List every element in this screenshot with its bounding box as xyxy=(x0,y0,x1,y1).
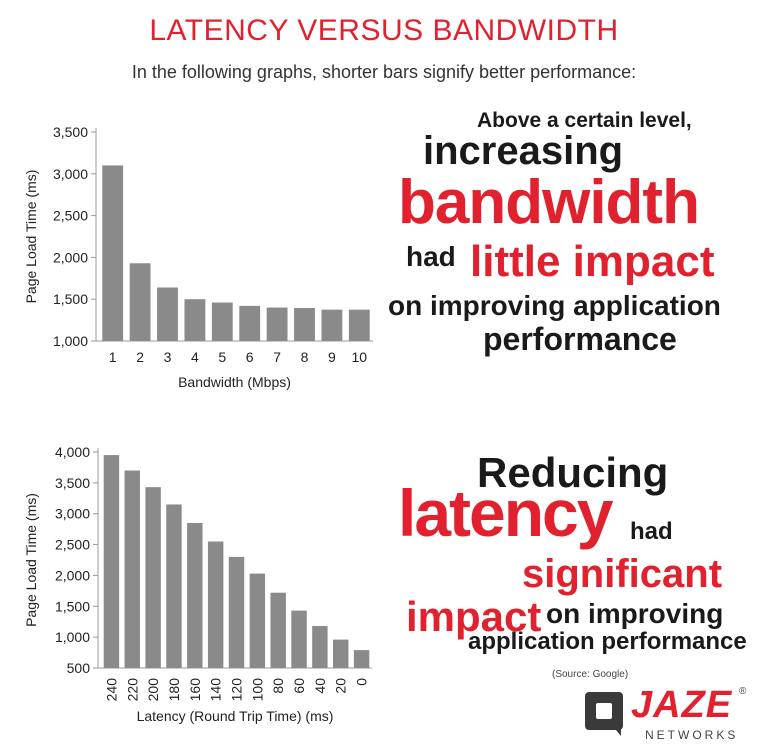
y-tick-label: 2,000 xyxy=(55,567,90,583)
x-tick-label: 1 xyxy=(109,349,117,365)
bar xyxy=(187,522,203,668)
x-tick-label: 6 xyxy=(246,349,254,365)
x-tick-label: 3 xyxy=(164,349,172,365)
y-tick-label: 1,500 xyxy=(55,598,90,614)
callout-bandwidth-line4a: had xyxy=(406,241,456,272)
x-tick-label: 40 xyxy=(312,678,328,694)
x-tick-label: 9 xyxy=(328,349,336,365)
callout-latency-line4b: on improving xyxy=(546,598,724,629)
y-tick-label: 500 xyxy=(67,660,91,676)
y-tick-label: 2,500 xyxy=(53,208,88,224)
x-tick-label: 180 xyxy=(166,678,182,702)
x-tick-label: 200 xyxy=(145,678,161,702)
logo-tail-icon xyxy=(611,724,621,736)
x-tick-label: 0 xyxy=(354,678,370,686)
y-tick-label: 3,500 xyxy=(55,475,90,491)
y-tick-label: 4,000 xyxy=(55,444,90,460)
callout-latency-line1: Reducing xyxy=(477,449,669,496)
callout-latency-line4a: impact xyxy=(406,593,542,640)
y-tick-label: 3,000 xyxy=(55,506,90,522)
logo-mark-icon xyxy=(585,692,623,730)
callout-bandwidth-line1: Above a certain level, xyxy=(477,109,692,132)
callout-bandwidth-line4b: little impact xyxy=(470,237,715,286)
y-tick-label: 3,000 xyxy=(53,166,88,182)
x-tick-label: 7 xyxy=(273,349,281,365)
x-axis-label: Bandwidth (Mbps) xyxy=(178,374,291,390)
x-tick-label: 8 xyxy=(301,349,309,365)
bar xyxy=(157,287,178,341)
x-axis-label: Latency (Round Trip Time) (ms) xyxy=(137,708,334,724)
bar xyxy=(353,650,370,668)
bar xyxy=(228,556,245,668)
bar xyxy=(266,307,288,341)
bar xyxy=(129,263,151,341)
bar xyxy=(348,309,370,341)
x-tick-label: 80 xyxy=(270,678,286,694)
x-tick-label: 4 xyxy=(191,349,199,365)
page-title: LATENCY VERSUS BANDWIDTH xyxy=(149,14,619,47)
callout-bandwidth-line5: on improving application xyxy=(388,290,721,321)
y-axis-label: Page Load Time (ms) xyxy=(23,493,39,627)
logo-registered-mark: ® xyxy=(739,686,747,697)
bar xyxy=(184,299,206,341)
y-tick-label: 1,000 xyxy=(55,629,90,645)
x-tick-label: 20 xyxy=(333,678,349,694)
x-tick-label: 160 xyxy=(187,678,203,702)
callout-bandwidth-line3: bandwidth xyxy=(398,168,700,237)
callout-latency-line5: application performance xyxy=(468,628,747,655)
y-axis-label: Page Load Time (ms) xyxy=(23,170,39,304)
y-tick-label: 2,500 xyxy=(55,537,90,553)
bar xyxy=(124,470,140,668)
jaze-logo: JAZE NETWORKS ® xyxy=(585,686,755,744)
x-tick-label: 120 xyxy=(229,678,245,702)
bar xyxy=(103,455,120,668)
x-tick-label: 60 xyxy=(291,678,307,694)
page-subtitle: In the following graphs, shorter bars si… xyxy=(131,62,637,82)
y-tick-label: 1,500 xyxy=(53,291,88,307)
x-tick-label: 2 xyxy=(136,349,144,365)
bar xyxy=(333,639,349,668)
callout-latency-line3: significant xyxy=(522,552,723,596)
y-tick-label: 2,000 xyxy=(53,249,88,265)
bar xyxy=(145,487,161,668)
x-tick-label: 100 xyxy=(249,678,265,702)
y-tick-label: 3,500 xyxy=(53,124,88,140)
logo-subtitle: NETWORKS xyxy=(645,728,739,742)
x-tick-label: 5 xyxy=(218,349,226,365)
y-tick-label: 1,000 xyxy=(53,333,88,349)
bar xyxy=(294,307,315,341)
bar xyxy=(207,541,224,668)
callout-latency-line2b: had xyxy=(630,518,673,545)
x-tick-label: 140 xyxy=(208,678,224,702)
x-tick-label: 220 xyxy=(124,678,140,702)
bar xyxy=(239,305,261,341)
bar xyxy=(166,504,182,668)
bar xyxy=(211,302,233,341)
callout-bandwidth-line6: performance xyxy=(483,321,677,357)
source-note: (Source: Google) xyxy=(552,669,629,680)
logo-word: JAZE xyxy=(631,684,733,726)
bar xyxy=(102,165,124,341)
bar xyxy=(291,610,307,668)
callout-latency-line2a: latency xyxy=(398,476,613,550)
bar xyxy=(249,573,266,668)
bar xyxy=(321,309,343,341)
bar xyxy=(312,626,328,668)
callout-bandwidth-line2: increasing xyxy=(423,129,624,173)
bar xyxy=(270,592,286,668)
x-tick-label: 10 xyxy=(352,349,368,365)
x-tick-label: 240 xyxy=(103,678,119,702)
